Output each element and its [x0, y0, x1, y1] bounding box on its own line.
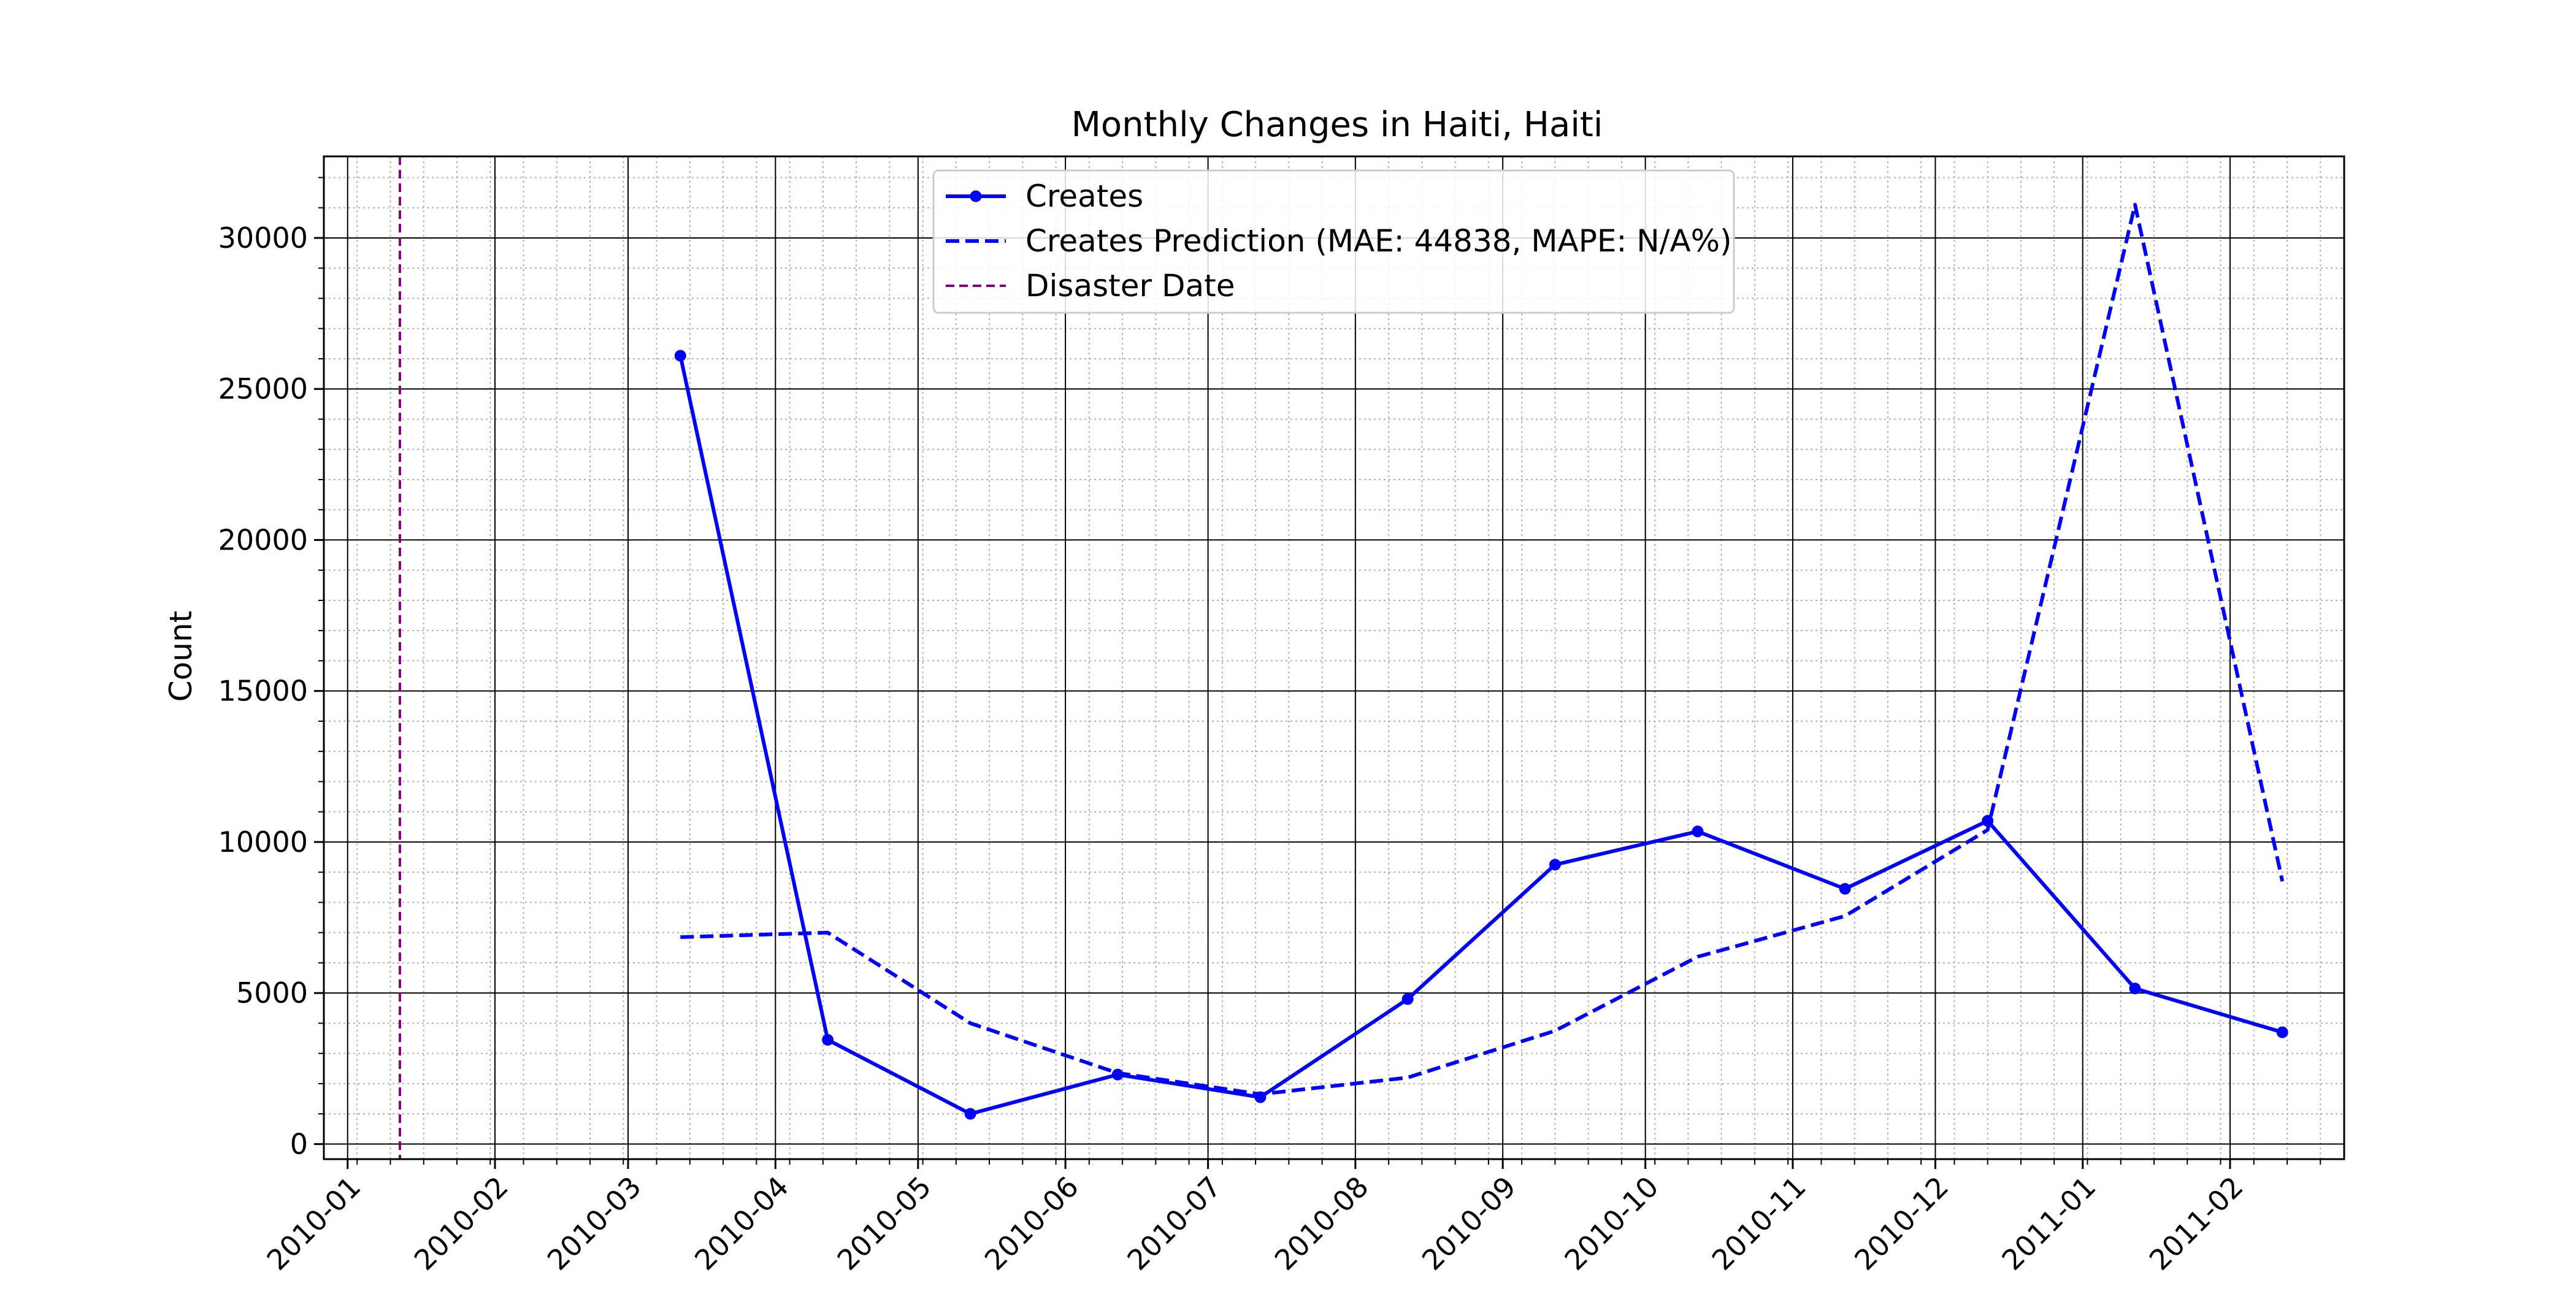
y-tick-label: 15000 — [218, 675, 308, 708]
series-group — [674, 202, 2288, 1120]
creates-data-point — [1692, 826, 1704, 838]
plot-frame — [323, 155, 2345, 1160]
minor-grid — [324, 156, 2344, 1159]
chart-title: Monthly Changes in Haiti, Haiti — [1071, 105, 1603, 145]
creates-series-line — [678, 355, 2283, 1116]
y-tick-label: 30000 — [218, 221, 308, 255]
creates-data-point — [2276, 1026, 2288, 1038]
legend-box — [932, 169, 1735, 314]
legend-label: Creates — [1025, 178, 1143, 214]
creates-data-point — [1401, 993, 1414, 1005]
creates-data-point — [2129, 983, 2141, 995]
prediction-series-line — [680, 202, 2285, 1097]
y-tick-label: 25000 — [218, 372, 308, 405]
y-tick-label: 20000 — [218, 523, 308, 556]
legend-label: Disaster Date — [1025, 268, 1235, 304]
creates-data-point — [822, 1033, 834, 1046]
creates-data-point — [964, 1108, 976, 1120]
legend-label: Creates Prediction (MAE: 44838, MAPE: N/… — [1025, 223, 1732, 259]
y-tick-label: 0 — [290, 1127, 308, 1160]
legend-marker — [970, 190, 982, 202]
creates-data-point — [1839, 883, 1851, 895]
y-tick-label: 10000 — [218, 826, 308, 859]
creates-data-point — [1549, 859, 1561, 871]
y-tick-label: 5000 — [236, 976, 308, 1009]
creates-data-point — [674, 350, 686, 362]
y-axis-label: Count — [163, 611, 199, 702]
legend: Creates Creates Prediction (MAE: 44838, M… — [932, 169, 1735, 314]
